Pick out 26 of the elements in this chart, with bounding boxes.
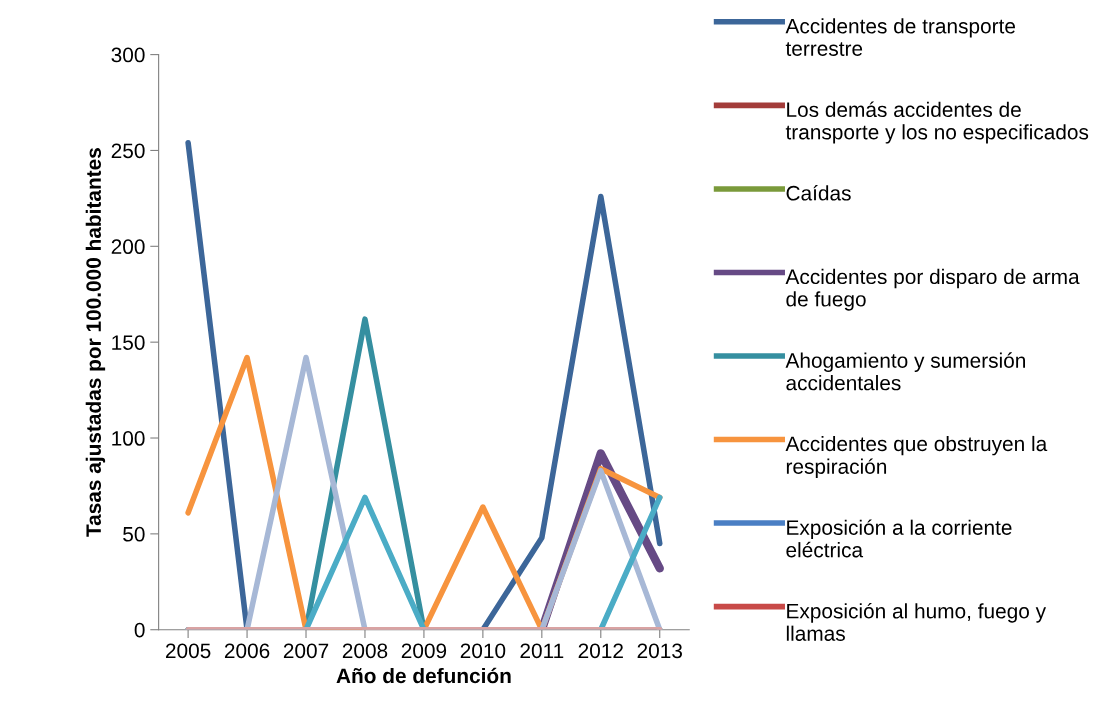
legend-label: Accidentes de transporte terrestre: [785, 18, 1016, 56]
x-axis-title: Año de defunción: [336, 667, 511, 684]
y-tick-label: 50: [123, 526, 145, 542]
legend-label: Accidentes que obstruyen la respiración: [785, 435, 1048, 479]
x-tick-label: 2006: [224, 643, 270, 659]
legend-label: Los demás accidentes de transporte y los no especificados: [785, 101, 1089, 144]
legend-label: Accidentes por disparo de arma de fuego: [785, 268, 1080, 311]
x-tick-label: 2007: [283, 643, 329, 659]
y-tick-label: 300: [111, 47, 145, 63]
x-tick-label: 2009: [401, 643, 447, 659]
legend-label: Exposición a la corriente eléctrica: [786, 519, 1012, 558]
x-tick-label: 2013: [637, 643, 682, 659]
legend-label: Ahogamiento y sumersión accidentales: [785, 352, 1026, 391]
y-tick-label: 150: [112, 335, 145, 350]
x-tick-label: 2011: [520, 643, 564, 659]
x-tick-label: 2008: [342, 643, 388, 659]
legend-label: Caídas: [786, 185, 851, 201]
x-tick-label: 2010: [460, 643, 506, 659]
y-tick-label: 200: [111, 239, 145, 255]
x-tick-label: 2005: [165, 643, 211, 659]
y-axis-title: Tasas ajustadas por 100.000 habitantes: [85, 148, 106, 537]
legend-label: Exposición al humo, fuego y llamas: [786, 602, 1047, 641]
x-tick-label: 2012: [578, 643, 623, 659]
y-tick-label: 0: [134, 622, 145, 638]
y-tick-label: 250: [111, 143, 145, 159]
y-tick-label: 100: [112, 431, 145, 446]
